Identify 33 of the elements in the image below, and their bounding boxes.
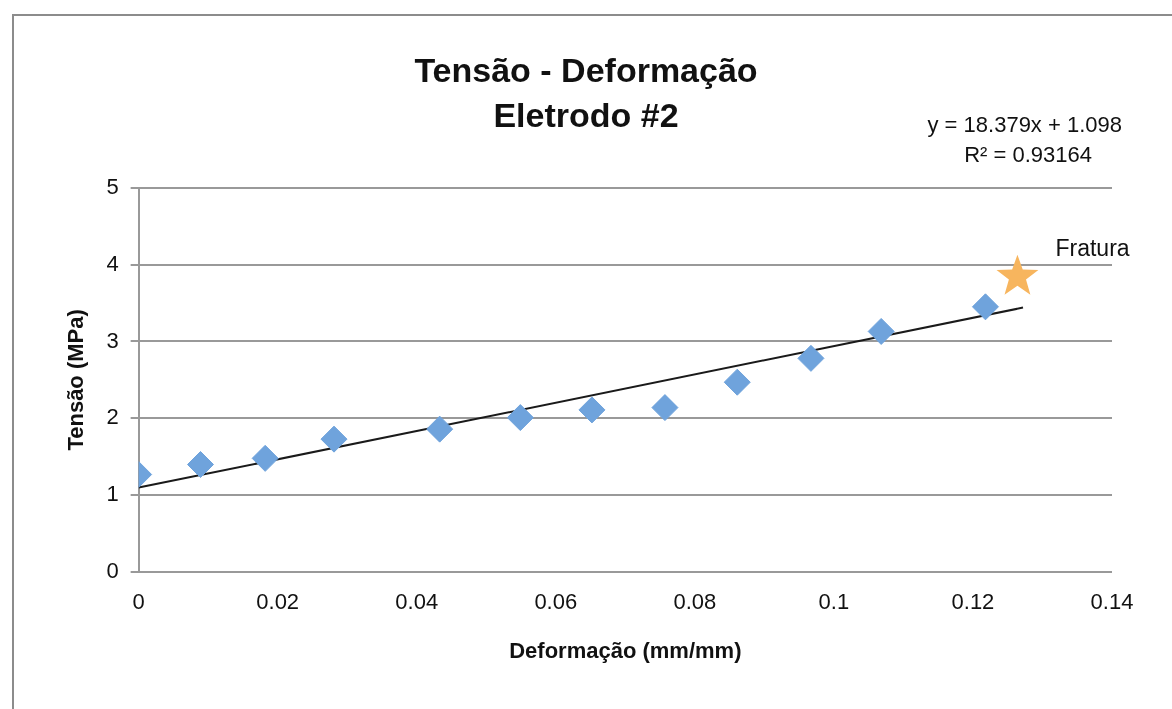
point: [506, 404, 534, 432]
y-tick-label: 0: [106, 558, 119, 584]
y-tick-label: 5: [106, 173, 119, 199]
annotation: Fratura: [1055, 235, 1130, 262]
y-tick-label: 3: [106, 327, 119, 353]
y-tick-label: 1: [106, 481, 119, 507]
point: [187, 451, 215, 479]
y-axis-title: Tensão (MPa): [63, 309, 89, 451]
chart-title: Tensão - Deformação: [414, 50, 758, 89]
point: [867, 317, 895, 345]
text: R² = 0.93164: [964, 141, 1092, 167]
point: [971, 293, 999, 321]
x-tick-label: 0.02: [256, 589, 300, 615]
y-tick-label: 2: [106, 404, 119, 430]
point: [797, 344, 825, 372]
x-tick-label: 0.14: [1090, 589, 1134, 615]
chart-subtitle: Eletrodo #2: [493, 95, 679, 134]
x-tick-label: 0.04: [395, 589, 439, 615]
x-tick-label: 0.08: [673, 589, 717, 615]
x-tick-label: 0: [132, 589, 145, 615]
x-tick-label: 0.12: [951, 589, 995, 615]
point: [723, 368, 751, 396]
x-tick-label: 0.1: [818, 589, 850, 615]
point: [996, 254, 1039, 295]
x-tick-label: 0.06: [534, 589, 578, 615]
text: y = 18.379x + 1.098: [927, 111, 1122, 137]
point: [426, 415, 454, 443]
x-axis-title: Deformação (mm/mm): [509, 637, 742, 663]
point: [578, 396, 606, 424]
point: [251, 444, 279, 472]
point: [651, 394, 679, 422]
y-tick-label: 4: [106, 250, 119, 276]
point: [320, 425, 348, 453]
